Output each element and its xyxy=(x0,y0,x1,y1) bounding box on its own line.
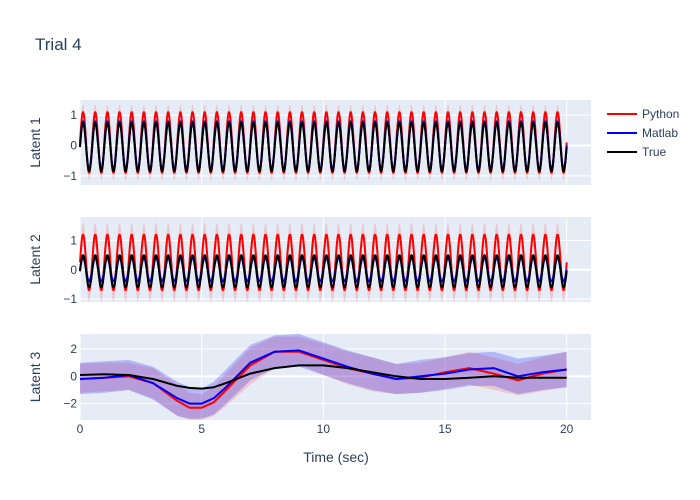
y-tick-label: −1 xyxy=(63,292,77,306)
legend-item-matlab[interactable]: Matlab xyxy=(607,126,678,140)
y-tick-label: 0 xyxy=(70,263,77,277)
subplot-latent-3: −2 0 2 Latent 3 xyxy=(27,334,591,420)
subplot-latent-1: −1 0 1 Latent 1 xyxy=(27,100,591,185)
y-tick-label: −1 xyxy=(63,169,77,183)
series-line-true xyxy=(79,121,568,173)
subplot-latent-2: −1 0 1 Latent 2 xyxy=(27,217,591,306)
y-axis-title: Latent 1 xyxy=(27,117,43,168)
x-tick-label: 10 xyxy=(317,422,331,436)
y-tick-label: 2 xyxy=(70,342,77,356)
legend-label: Python xyxy=(642,107,679,121)
legend-item-true[interactable]: True xyxy=(607,145,667,159)
y-tick-label: −2 xyxy=(63,397,77,411)
series-band-matlab xyxy=(80,334,567,419)
chart-title: Trial 4 xyxy=(35,35,82,54)
legend-item-python[interactable]: Python xyxy=(607,107,679,121)
y-tick-label: 0 xyxy=(70,369,77,383)
y-tick-label: 0 xyxy=(70,139,77,153)
x-tick-label: 20 xyxy=(560,422,574,436)
legend-label: True xyxy=(642,145,667,159)
series-line-matlab xyxy=(79,349,567,405)
y-axis-title: Latent 2 xyxy=(27,234,43,285)
series-line-true xyxy=(79,254,568,289)
legend[interactable]: Python Matlab True xyxy=(607,107,679,159)
x-tick-label: 15 xyxy=(438,422,452,436)
y-tick-label: 1 xyxy=(70,108,77,122)
x-axis-title: Time (sec) xyxy=(303,449,369,465)
x-axis-ticks: 0 5 10 15 20 xyxy=(77,422,574,436)
legend-label: Matlab xyxy=(642,126,678,140)
series-band-python xyxy=(80,336,567,420)
series-line-true xyxy=(79,364,567,390)
y-tick-label: 1 xyxy=(70,233,77,247)
x-tick-label: 0 xyxy=(77,422,84,436)
x-tick-label: 5 xyxy=(198,422,205,436)
y-axis-title: Latent 3 xyxy=(27,351,43,402)
